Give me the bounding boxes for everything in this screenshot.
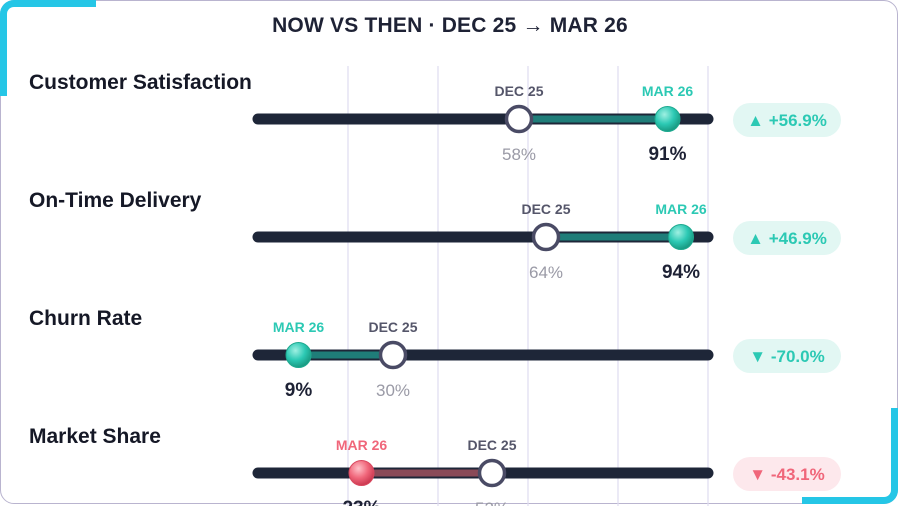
frame-corner-top-left bbox=[0, 0, 96, 96]
delta-pill bbox=[733, 103, 841, 137]
now-value: 9% bbox=[285, 380, 313, 401]
delta-value: ▲ +56.9% bbox=[747, 111, 827, 130]
metric-label: Customer Satisfaction bbox=[29, 71, 252, 94]
then-tag: DEC 25 bbox=[368, 319, 417, 335]
then-tag: DEC 25 bbox=[494, 83, 543, 99]
frame-corner-bottom-right bbox=[802, 408, 898, 504]
then-marker bbox=[504, 104, 534, 134]
gridlines bbox=[347, 66, 709, 506]
metric-label: On-Time Delivery bbox=[29, 189, 202, 212]
now-value: 94% bbox=[662, 262, 700, 283]
then-value: 64% bbox=[529, 263, 563, 282]
then-marker bbox=[477, 458, 507, 488]
now-tag: MAR 26 bbox=[336, 437, 388, 453]
now-tag: MAR 26 bbox=[655, 201, 707, 217]
delta-value: ▼ -43.1% bbox=[749, 465, 824, 484]
then-value: 58% bbox=[502, 145, 536, 164]
delta-pill bbox=[733, 339, 841, 373]
now-tag: MAR 26 bbox=[273, 319, 325, 335]
then-tag: DEC 25 bbox=[521, 201, 570, 217]
metric-row: On-Time Delivery DEC 25 MAR 26 64% 94% ▲ +46.… bbox=[29, 189, 841, 283]
now-value: 23% bbox=[342, 498, 380, 506]
now-tag: MAR 26 bbox=[642, 83, 694, 99]
metric-label: Churn Rate bbox=[29, 307, 142, 330]
delta-pill bbox=[733, 457, 841, 491]
chart-title: NOW VS THEN · DEC 25 → MAR 26 bbox=[272, 14, 628, 37]
metric-label: Market Share bbox=[29, 425, 161, 448]
then-tag: DEC 25 bbox=[467, 437, 516, 453]
now-marker bbox=[285, 342, 312, 368]
delta-value: ▲ +46.9% bbox=[747, 229, 827, 248]
metric-row: Churn Rate DEC 25 MAR 26 30% 9% ▼ -70.0% bbox=[29, 307, 841, 401]
then-marker bbox=[378, 340, 408, 370]
then-marker bbox=[531, 222, 561, 252]
now-marker bbox=[654, 106, 681, 132]
now-value: 91% bbox=[648, 144, 686, 165]
then-value: 30% bbox=[376, 381, 410, 400]
now-marker bbox=[348, 460, 375, 486]
metric-row: Market Share DEC 25 MAR 26 52% 23% ▼ -43.1% bbox=[29, 425, 841, 506]
then-value: 52% bbox=[475, 499, 509, 506]
now-marker bbox=[668, 224, 694, 250]
delta-value: ▼ -70.0% bbox=[749, 347, 824, 366]
delta-pill bbox=[733, 221, 841, 255]
metric-row: Customer Satisfaction DEC 25 MAR 26 58% 91% ▲… bbox=[29, 71, 841, 165]
